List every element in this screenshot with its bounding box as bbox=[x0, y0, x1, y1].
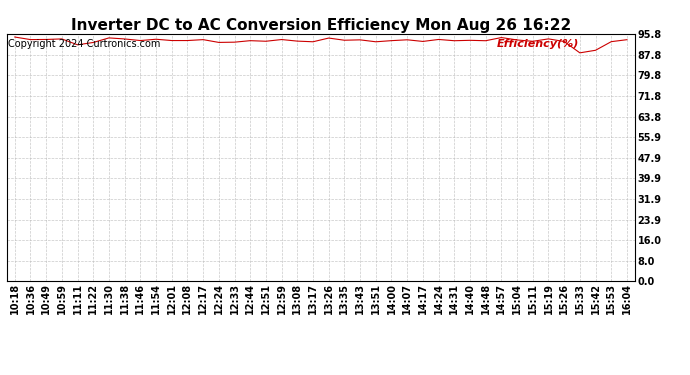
Text: Efficiency(%): Efficiency(%) bbox=[497, 39, 579, 49]
Title: Inverter DC to AC Conversion Efficiency Mon Aug 26 16:22: Inverter DC to AC Conversion Efficiency … bbox=[71, 18, 571, 33]
Text: Copyright 2024 Curtronics.com: Copyright 2024 Curtronics.com bbox=[8, 39, 161, 49]
